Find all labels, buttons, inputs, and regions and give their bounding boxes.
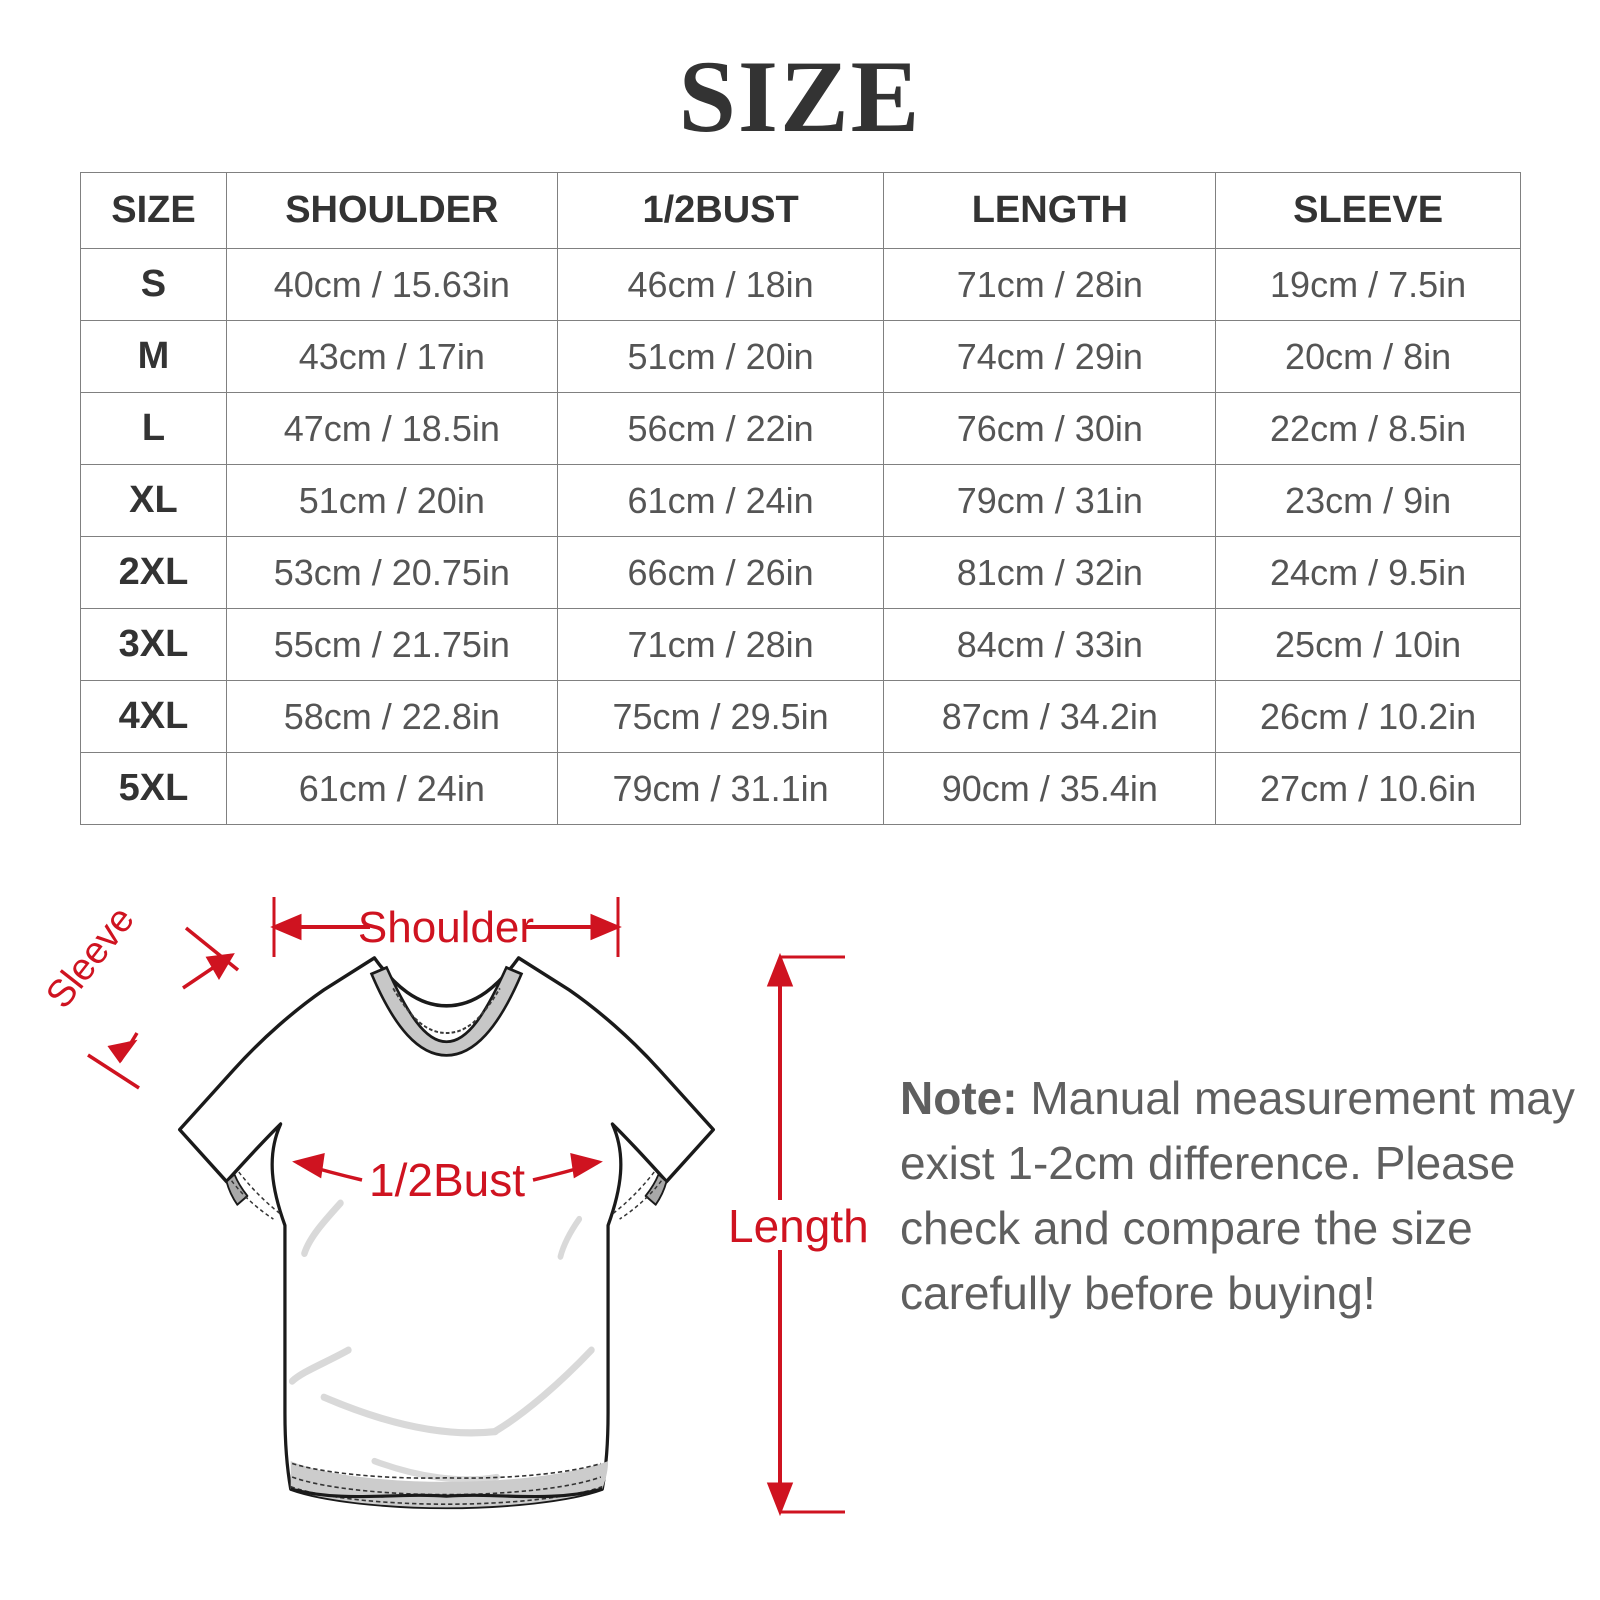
svg-text:Length: Length (728, 1200, 869, 1252)
svg-text:Sleeve: Sleeve (38, 899, 143, 1016)
svg-text:1/2Bust: 1/2Bust (369, 1154, 525, 1206)
svg-text:Shoulder: Shoulder (358, 903, 534, 952)
